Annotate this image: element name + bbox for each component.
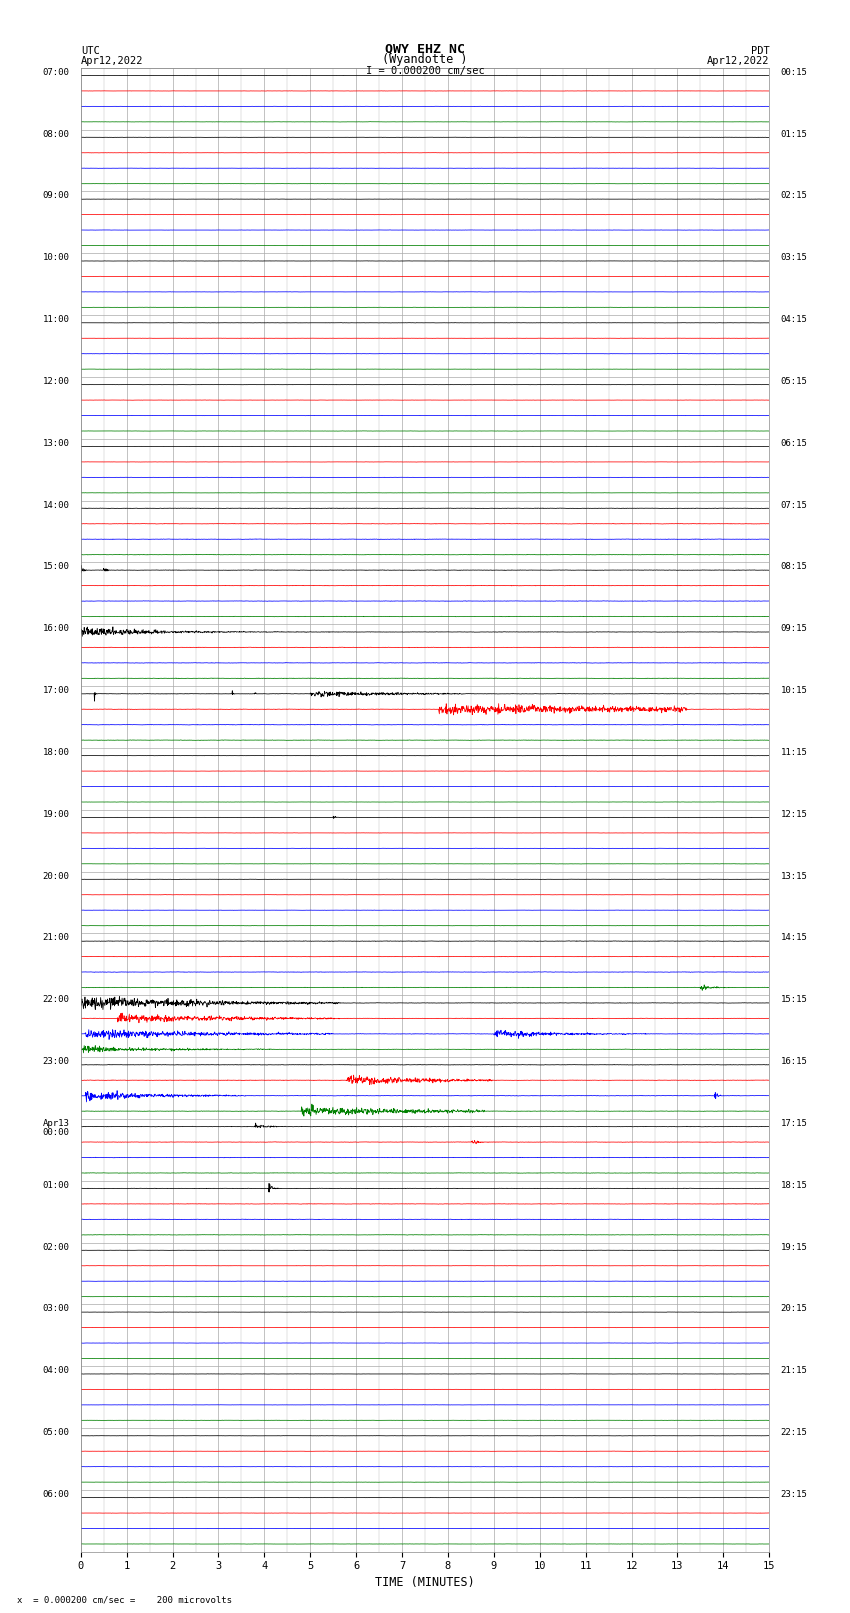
- Text: 08:00: 08:00: [42, 129, 70, 139]
- Text: 20:15: 20:15: [780, 1305, 808, 1313]
- Text: 16:00: 16:00: [42, 624, 70, 634]
- Text: 05:15: 05:15: [780, 377, 808, 386]
- Text: 21:00: 21:00: [42, 934, 70, 942]
- Text: 06:00: 06:00: [42, 1490, 70, 1498]
- Text: Apr12,2022: Apr12,2022: [81, 56, 144, 66]
- Text: 05:00: 05:00: [42, 1428, 70, 1437]
- Text: 01:00: 01:00: [42, 1181, 70, 1190]
- Text: 04:00: 04:00: [42, 1366, 70, 1376]
- Text: 01:15: 01:15: [780, 129, 808, 139]
- Text: 03:15: 03:15: [780, 253, 808, 263]
- Text: 12:00: 12:00: [42, 377, 70, 386]
- Text: I = 0.000200 cm/sec: I = 0.000200 cm/sec: [366, 66, 484, 76]
- Text: 00:15: 00:15: [780, 68, 808, 77]
- Text: x  = 0.000200 cm/sec =    200 microvolts: x = 0.000200 cm/sec = 200 microvolts: [17, 1595, 232, 1605]
- Text: UTC: UTC: [81, 45, 99, 56]
- Text: 09:00: 09:00: [42, 192, 70, 200]
- Text: 03:00: 03:00: [42, 1305, 70, 1313]
- Text: QWY EHZ NC: QWY EHZ NC: [385, 42, 465, 56]
- Text: 10:15: 10:15: [780, 686, 808, 695]
- Text: PDT: PDT: [751, 45, 769, 56]
- Text: 21:15: 21:15: [780, 1366, 808, 1376]
- Text: 20:00: 20:00: [42, 871, 70, 881]
- Text: 09:15: 09:15: [780, 624, 808, 634]
- Text: 11:15: 11:15: [780, 748, 808, 756]
- X-axis label: TIME (MINUTES): TIME (MINUTES): [375, 1576, 475, 1589]
- Text: 23:00: 23:00: [42, 1057, 70, 1066]
- Text: 18:15: 18:15: [780, 1181, 808, 1190]
- Text: 19:15: 19:15: [780, 1242, 808, 1252]
- Text: 15:00: 15:00: [42, 563, 70, 571]
- Text: Apr12,2022: Apr12,2022: [706, 56, 769, 66]
- Text: 16:15: 16:15: [780, 1057, 808, 1066]
- Text: 00:00: 00:00: [42, 1127, 70, 1137]
- Text: (Wyandotte ): (Wyandotte ): [382, 53, 468, 66]
- Text: 07:15: 07:15: [780, 500, 808, 510]
- Text: 11:00: 11:00: [42, 315, 70, 324]
- Text: 14:00: 14:00: [42, 500, 70, 510]
- Text: 06:15: 06:15: [780, 439, 808, 448]
- Text: 02:15: 02:15: [780, 192, 808, 200]
- Text: 22:00: 22:00: [42, 995, 70, 1005]
- Text: 13:00: 13:00: [42, 439, 70, 448]
- Text: 08:15: 08:15: [780, 563, 808, 571]
- Text: 04:15: 04:15: [780, 315, 808, 324]
- Text: 12:15: 12:15: [780, 810, 808, 819]
- Text: 13:15: 13:15: [780, 871, 808, 881]
- Text: 10:00: 10:00: [42, 253, 70, 263]
- Text: 02:00: 02:00: [42, 1242, 70, 1252]
- Text: 07:00: 07:00: [42, 68, 70, 77]
- Text: 14:15: 14:15: [780, 934, 808, 942]
- Text: 19:00: 19:00: [42, 810, 70, 819]
- Text: 17:00: 17:00: [42, 686, 70, 695]
- Text: 23:15: 23:15: [780, 1490, 808, 1498]
- Text: 18:00: 18:00: [42, 748, 70, 756]
- Text: 17:15: 17:15: [780, 1119, 808, 1127]
- Text: 22:15: 22:15: [780, 1428, 808, 1437]
- Text: 15:15: 15:15: [780, 995, 808, 1005]
- Text: Apr13: Apr13: [42, 1119, 70, 1127]
